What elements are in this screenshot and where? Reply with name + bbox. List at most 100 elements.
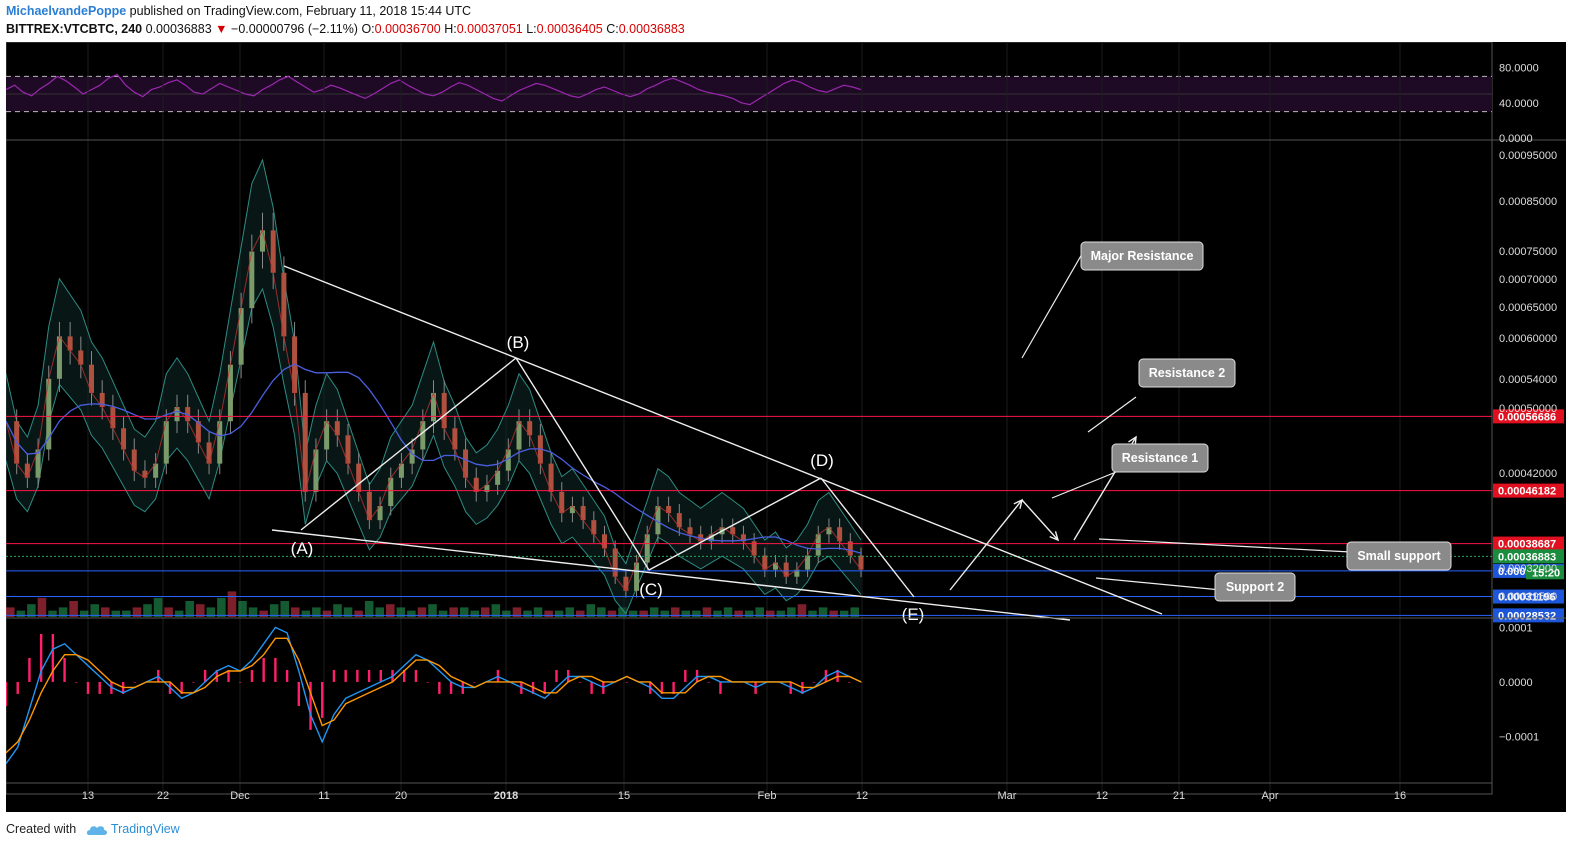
volume-bar [6, 607, 15, 617]
rsi-tick-label: 40.0000 [1499, 98, 1539, 110]
candle-body [473, 477, 479, 492]
candle-body [463, 449, 469, 478]
chart-canvas[interactable]: (A) (B) (C) (D) (E) Major Resistance Resistanc… [6, 42, 1566, 812]
price-axis[interactable]: 80.0000 40.0000 0.0000 0.00056686 0.00046182… [6, 63, 1566, 744]
candle-body [580, 506, 586, 521]
candle-body [751, 541, 757, 556]
callout-box [1080, 241, 1204, 271]
rsi-tick-label: 80.0000 [1499, 63, 1539, 75]
volume-bar [227, 591, 237, 617]
small-support-pointer [1098, 538, 1352, 553]
volume-bar [723, 607, 733, 617]
volume-bar [502, 610, 511, 617]
volume-bar [164, 607, 173, 617]
macd-tick-label: −0.0001 [1499, 731, 1539, 743]
resistance-1-pointer [1051, 471, 1117, 499]
price-tick-label: 0.00050000 [1499, 403, 1557, 415]
candle-body [826, 527, 832, 535]
volume-bar [744, 610, 754, 617]
time-tick-label: 11 [318, 790, 329, 802]
volume-bar [354, 610, 363, 617]
volume-bar [291, 607, 300, 617]
author-link[interactable]: MichaelvandePoppe [6, 4, 127, 18]
macd-hist-bar [98, 681, 101, 694]
candle-body [783, 562, 789, 577]
open-value: 0.00036700 [374, 22, 441, 36]
candle-body [420, 421, 426, 450]
ohlc-legend: BITTREX:VTCBTC, 240 0.00036883 ▼ −0.0000… [6, 22, 685, 36]
candle-body [67, 336, 73, 351]
volume-bar [217, 597, 226, 617]
low-label: L: [526, 22, 537, 36]
volume-bar [312, 607, 321, 617]
volume-bar [459, 607, 469, 617]
close-value: 0.00036883 [618, 22, 685, 36]
volume-bar [533, 607, 543, 617]
candle-body [110, 407, 116, 429]
arrowhead-up-2 [1128, 435, 1137, 447]
candle-body [195, 421, 201, 443]
price-tick-label: 0.00032000 [1499, 563, 1557, 575]
callout-box [1346, 541, 1452, 571]
macd-hist-bar [356, 669, 359, 682]
candle-body [644, 534, 650, 563]
macd-hist-bar [16, 681, 19, 694]
volume-bar [301, 610, 311, 617]
symbol-label[interactable]: BITTREX:VTCBTC, 240 [6, 22, 143, 36]
volume-bar [797, 604, 807, 617]
tradingview-cloud-icon [86, 825, 107, 835]
candle-body [623, 576, 629, 591]
macd-signal-line [6, 637, 862, 754]
bollinger-upper [6, 158, 862, 565]
price-tick-label: 0.00042000 [1499, 468, 1557, 480]
volume-bar [101, 607, 110, 617]
rsi-line [6, 73, 862, 106]
macd-hist-bar [133, 681, 137, 683]
time-tick-label: 20 [395, 790, 407, 802]
price-tick-label: 0.00065000 [1499, 302, 1557, 314]
time-axis: 13 22 Dec 11 20 2018 15 Feb 12 Mar 12 21 Apr 16 [6, 782, 1492, 802]
level-label-bg [1493, 483, 1564, 498]
macd-hist-bar [39, 633, 43, 682]
price-tick-label: 0.00054000 [1499, 374, 1557, 386]
candle-body [559, 491, 565, 514]
projection-up-1 [949, 499, 1023, 591]
candle-body [634, 562, 640, 591]
volume-bar [818, 607, 828, 617]
plot-frame [6, 42, 1493, 795]
volume-bar [196, 604, 205, 617]
price-tick-label: 0.00060000 [1499, 333, 1557, 345]
candle-body [121, 428, 127, 450]
volume-bar [132, 607, 142, 617]
volume-bar [111, 610, 121, 617]
major-resistance-pointer [1021, 246, 1087, 359]
level-label-resistance: 0.00038687 [1498, 539, 1556, 551]
rsi-panel [6, 73, 1492, 113]
volume-bar [364, 601, 374, 617]
candle-body [858, 555, 864, 570]
level-label-last_price: 0.00036883 [1498, 551, 1556, 563]
macd-hist-bar [203, 669, 207, 682]
callout-box [1138, 358, 1236, 388]
candle-body [431, 392, 436, 422]
time-tick-label: 13 [82, 790, 94, 802]
level-label-support: 0.00031196 [1498, 592, 1556, 604]
macd-hist-bar [672, 681, 675, 694]
level-label-bg [1493, 409, 1564, 424]
macd-hist-bar [6, 681, 8, 706]
candle-body [452, 428, 458, 450]
macd-hist-bar [344, 669, 347, 682]
tradingview-link[interactable]: TradingView [110, 822, 180, 836]
time-tick-label: Mar [998, 790, 1017, 802]
macd-hist-bar [332, 669, 336, 682]
candle-body [334, 421, 340, 436]
volume-bar [671, 607, 680, 617]
macd-hist-bar [625, 681, 628, 683]
candle-body [548, 463, 554, 492]
macd-hist-bar [403, 669, 406, 682]
candle-body [78, 350, 84, 365]
rsi-tick-label: 0.0000 [1499, 133, 1533, 145]
candle-body [388, 477, 394, 507]
candle-body [356, 463, 362, 492]
callout-label: Small support [1357, 549, 1441, 563]
